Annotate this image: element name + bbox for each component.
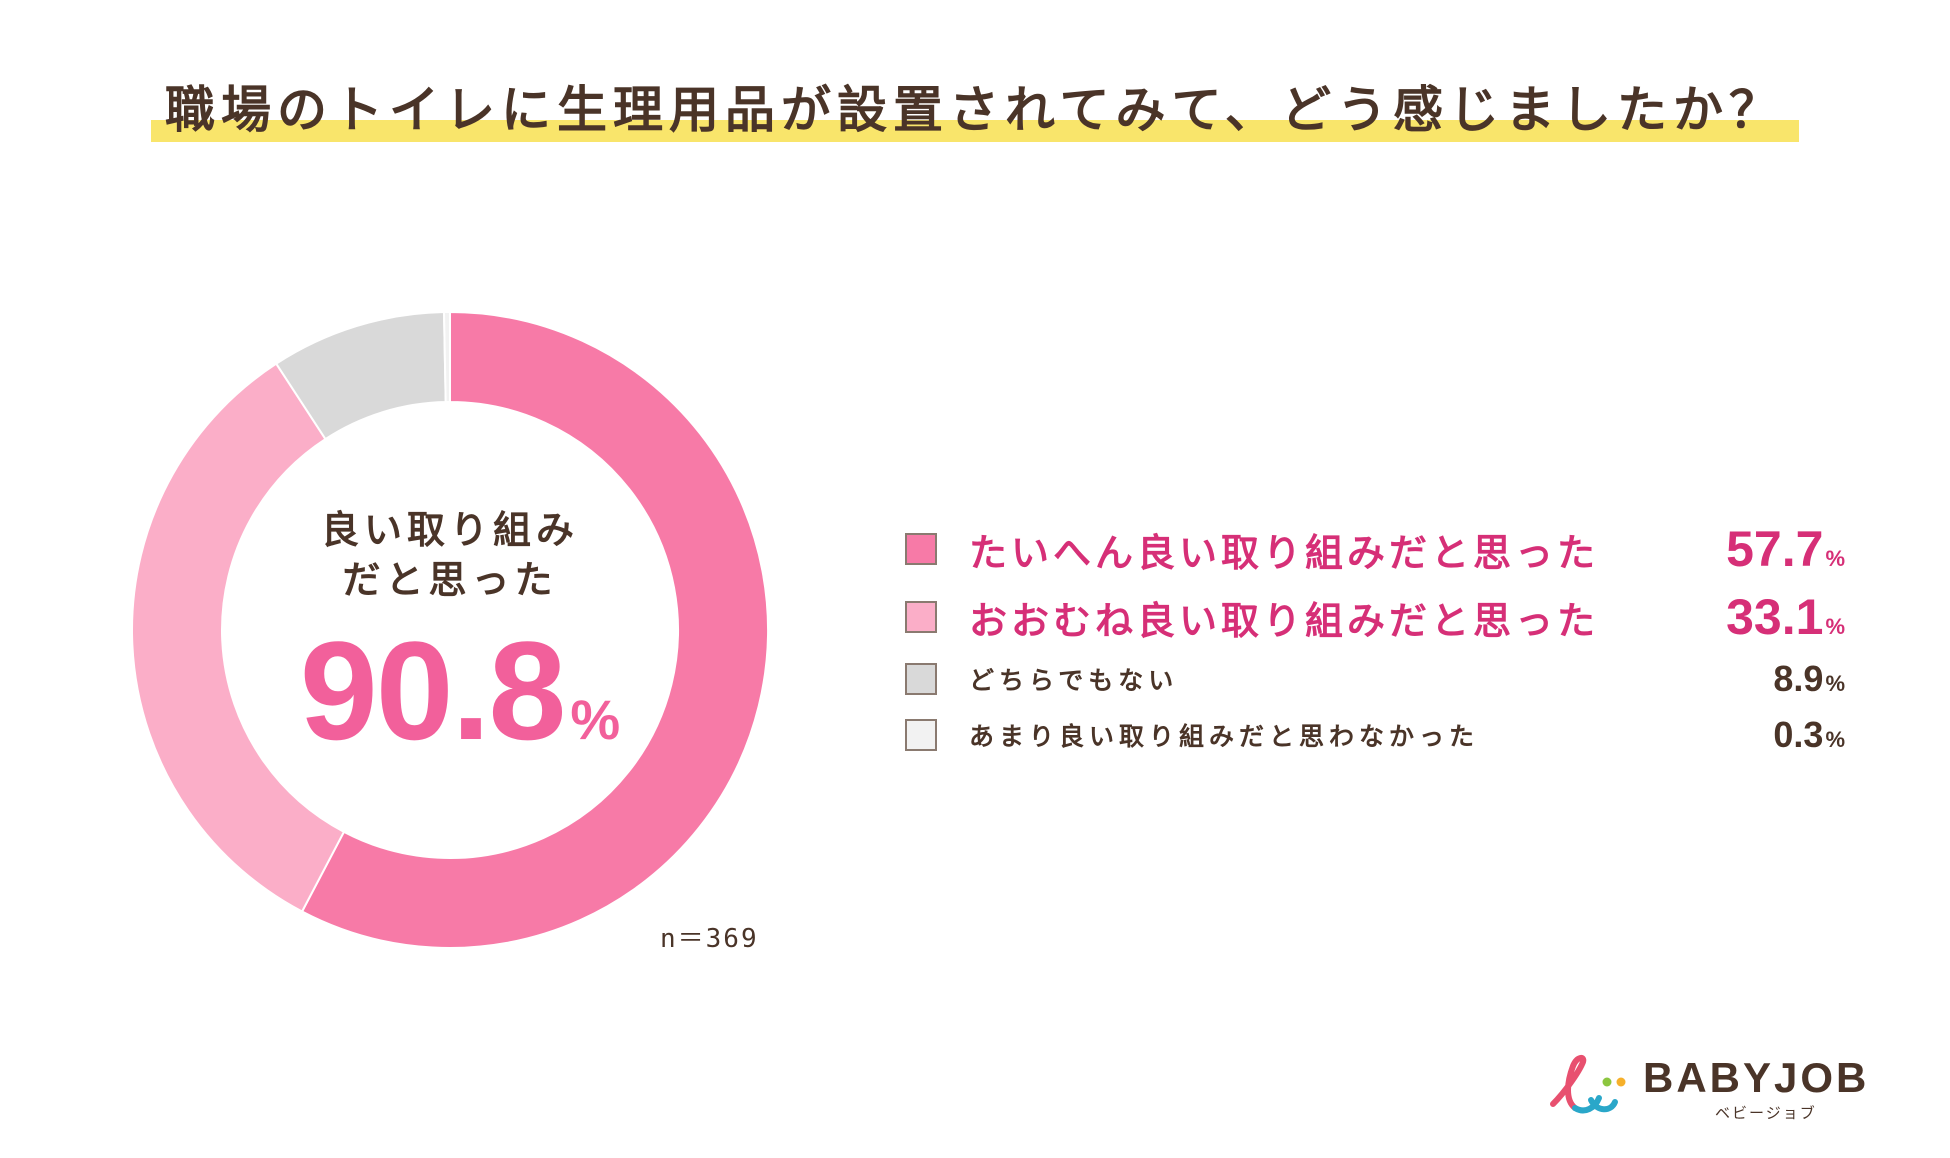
legend-value-unit: % [1825, 614, 1845, 639]
legend-label: どちらでもない [969, 666, 1179, 695]
babyjob-logo: BABYJOB ベビージョブ [1545, 1052, 1885, 1122]
legend: たいへん良い取り組みだと思った 57.7% おおむね良い取り組みだと思った 33… [905, 515, 1845, 763]
legend-label: あまり良い取り組みだと思わなかった [969, 722, 1480, 751]
legend-value: 8.9% [1773, 658, 1845, 700]
legend-label: おおむね良い取り組みだと思った [969, 598, 1600, 643]
chart-title: 職場のトイレに生理用品が設置されてみて、どう感じましたか？ [151, 70, 1799, 142]
legend-value: 0.3% [1773, 714, 1845, 756]
center-value: 90.8% [270, 610, 650, 772]
legend-swatch-very-good [905, 533, 937, 565]
legend-value: 57.7% [1726, 520, 1845, 578]
center-label: 良い取り組み だと思った [280, 505, 620, 605]
chart-title-text: 職場のトイレに生理用品が設置されてみて、どう感じましたか？ [165, 81, 1785, 139]
center-label-line1: 良い取り組み [320, 508, 579, 552]
legend-swatch-mostly-good [905, 601, 937, 633]
legend-item-very-good: たいへん良い取り組みだと思った 57.7% [905, 515, 1845, 583]
legend-value: 33.1% [1726, 588, 1845, 646]
logo-wordmark: BABYJOB [1643, 1054, 1870, 1101]
legend-item-neutral: どちらでもない 8.9% [905, 651, 1845, 707]
babyjob-logo-mark-icon [1550, 1054, 1626, 1114]
legend-value-unit: % [1825, 671, 1845, 696]
donut-slice-not-good [442, 310, 451, 404]
legend-item-mostly-good: おおむね良い取り組みだと思った 33.1% [905, 583, 1845, 651]
legend-swatch-not-good [905, 719, 937, 751]
legend-value-number: 57.7 [1726, 521, 1824, 577]
center-value-unit: % [570, 688, 621, 751]
legend-label: たいへん良い取り組みだと思った [969, 530, 1600, 575]
legend-item-not-good: あまり良い取り組みだと思わなかった 0.3% [905, 707, 1845, 763]
donut-slice-mostly-good [131, 362, 346, 913]
legend-value-number: 8.9 [1773, 658, 1824, 699]
center-label-line2: だと思った [342, 558, 558, 602]
center-value-number: 90.8 [299, 612, 566, 769]
legend-value-number: 33.1 [1726, 589, 1824, 645]
title-container: 職場のトイレに生理用品が設置されてみて、どう感じましたか？ [0, 70, 1950, 142]
legend-value-unit: % [1825, 546, 1845, 571]
sample-size: n＝369 [660, 924, 759, 954]
logo-kana: ベビージョブ [1715, 1104, 1817, 1122]
legend-value-number: 0.3 [1773, 714, 1824, 755]
legend-swatch-neutral [905, 663, 937, 695]
donut-slice-very-good [300, 310, 769, 949]
legend-value-unit: % [1825, 727, 1845, 752]
donut-chart [131, 310, 769, 949]
